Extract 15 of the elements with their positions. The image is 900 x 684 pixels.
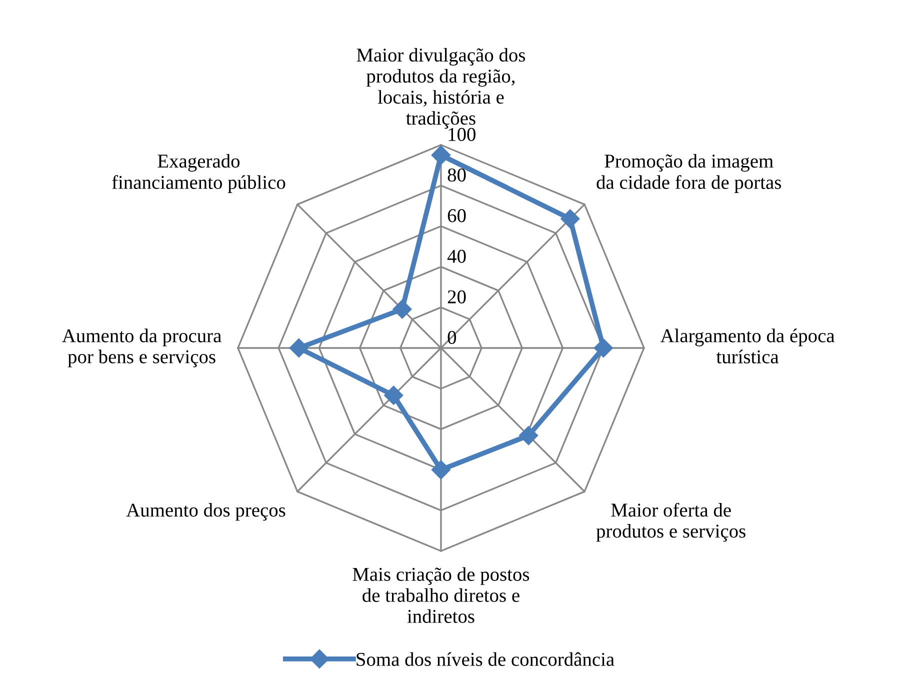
spoke-label: Aumento da procura por bens e serviços: [62, 328, 222, 368]
y-tick-label: 100: [448, 128, 476, 142]
y-tick-label: 80: [448, 168, 466, 182]
spoke-label: Mais criação de postos de trabalho diretos e indiretos: [352, 567, 530, 623]
y-tick-label: 20: [448, 290, 466, 304]
spoke-label: Exagerado financiamento público: [112, 154, 286, 193]
y-tick-label: 40: [447, 250, 466, 263]
spoke-label: Aumento dos preços: [126, 503, 286, 521]
legend-label: Soma dos níveis de concordância: [356, 652, 614, 666]
y-tick-label: 60: [448, 209, 466, 222]
y-tick-label: 0: [448, 330, 456, 344]
spoke-label: Maior oferta de produtos e serviços: [596, 502, 746, 542]
spoke-label: Alargamento da época turística: [660, 328, 835, 364]
spoke-label: Maior divulgação dos produtos da região, locais, história e tradições: [356, 48, 526, 129]
spoke-label: Promoção da imagem da cidade fora de portas: [596, 154, 782, 193]
